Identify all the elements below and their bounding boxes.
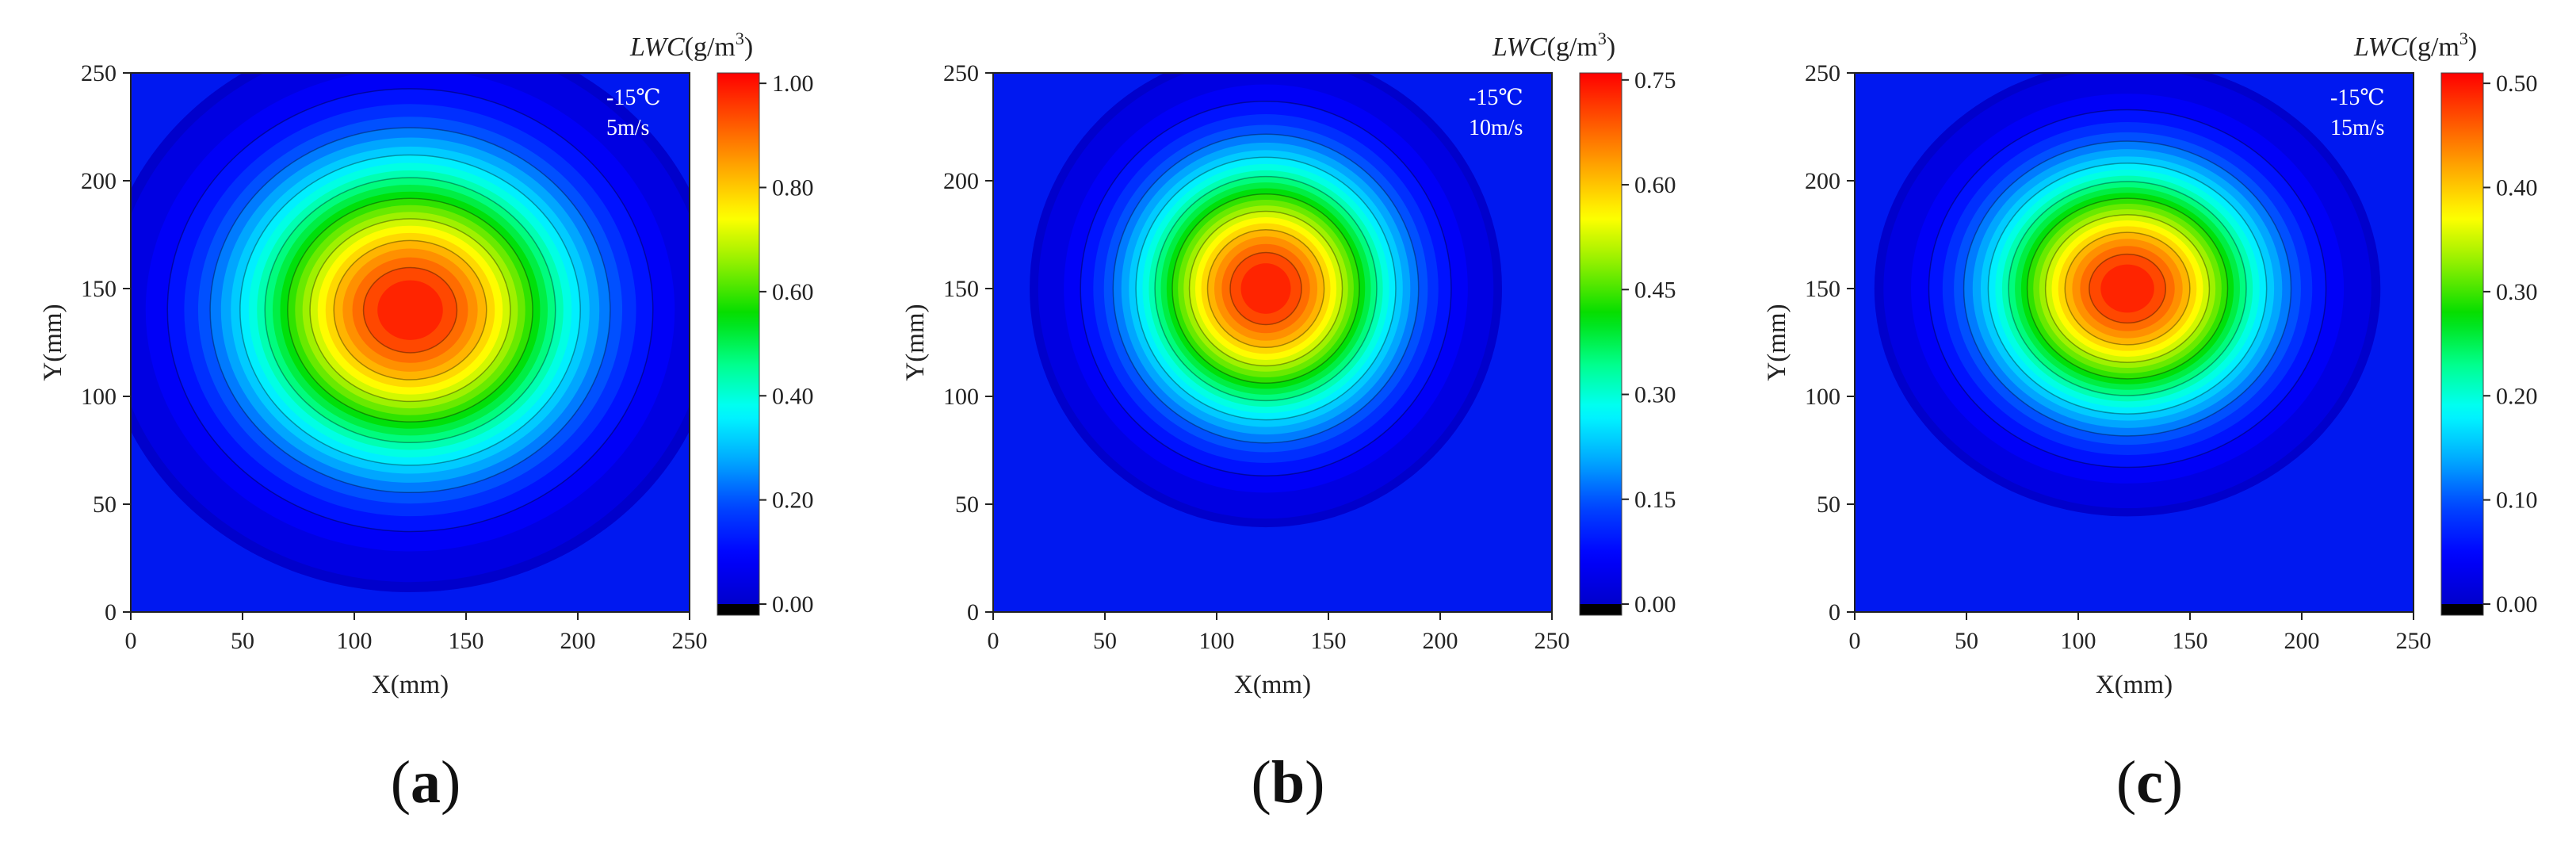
condition-annotation: 10m/s [1469, 116, 1523, 140]
y-tick-label: 50 [955, 492, 979, 518]
y-tick-label: 200 [81, 168, 117, 194]
plot-frame [1854, 72, 2414, 613]
y-tick-label: 100 [1805, 384, 1840, 410]
panel-label: (c) [2116, 749, 2183, 816]
x-tick-label: 100 [2061, 628, 2096, 654]
y-tick-label: 50 [93, 492, 117, 518]
x-tick-label: 100 [337, 628, 373, 654]
colorbar-tick-label: 0.40 [772, 383, 814, 409]
x-tick-label: 0 [125, 628, 137, 654]
x-tick-label: 150 [1311, 628, 1347, 654]
y-axis-label: Y(mm) [901, 304, 930, 381]
panel-b: 0 50 100 150 200 250 0 50 100 150 200 250 X(mm) Y(mm)… [901, 29, 1676, 816]
colorbar-tick-label: 0.60 [772, 279, 814, 305]
condition-annotation: 15m/s [2330, 116, 2384, 140]
panel-label: (a) [391, 749, 461, 816]
colorbar-title: LWC(g/m3) [1492, 29, 1615, 62]
x-tick-label: 200 [2284, 628, 2320, 654]
y-tick-label: 150 [943, 276, 979, 302]
x-tick-label: 0 [1849, 628, 1861, 654]
x-tick-label: 250 [672, 628, 708, 654]
y-tick-label: 100 [943, 384, 979, 410]
contour-field [131, 73, 690, 592]
panel-a: 0 50 100 150 200 250 0 50 100 150 200 250 X(mm) Y(mm)… [39, 29, 814, 816]
x-tick-label: 250 [1535, 628, 1570, 654]
x-tick-label: 100 [1199, 628, 1235, 654]
colorbar-frame [2440, 72, 2484, 616]
y-tick-label: 200 [943, 168, 979, 194]
y-tick-label: 100 [81, 384, 117, 410]
x-axis-label: X(mm) [372, 671, 449, 699]
colorbar-tick-label: 0.40 [2496, 175, 2538, 201]
y-tick-label: 250 [81, 60, 117, 86]
panel-c: 0 50 100 150 200 250 0 50 100 150 200 250 X(mm) Y(mm)… [1763, 29, 2538, 816]
condition-annotation: -15℃ [1469, 86, 1523, 110]
plot-frame [992, 72, 1553, 613]
panel-label: (b) [1252, 749, 1325, 816]
y-tick-label: 200 [1805, 168, 1840, 194]
y-tick-label: 150 [1805, 276, 1840, 302]
x-tick-label: 250 [2396, 628, 2432, 654]
condition-annotation: 5m/s [606, 116, 649, 140]
contour-field [1874, 73, 2381, 517]
x-tick-label: 50 [231, 628, 254, 654]
contour-level [1240, 263, 1291, 314]
y-tick-label: 250 [1805, 60, 1840, 86]
colorbar-tick-label: 0.00 [772, 591, 814, 618]
y-tick-label: 0 [105, 599, 117, 625]
contour-level [2100, 264, 2154, 313]
colorbar-tick-label: 0.00 [1634, 591, 1676, 618]
colorbar-frame [1579, 72, 1622, 616]
colorbar [717, 73, 759, 604]
y-tick-label: 0 [1829, 599, 1840, 625]
colorbar-tick-label: 0.30 [2496, 279, 2538, 305]
y-tick-label: 50 [1817, 492, 1840, 518]
contour-field [1030, 73, 1502, 528]
colorbar-tick-label: 0.75 [1634, 67, 1676, 94]
y-tick-label: 250 [943, 60, 979, 86]
colorbar-tick-label: 0.10 [2496, 488, 2538, 514]
x-tick-label: 50 [1955, 628, 1978, 654]
x-axis-label: X(mm) [2096, 671, 2173, 699]
colorbar-tick-label: 1.00 [772, 71, 814, 97]
colorbar-underflow [1580, 604, 1622, 615]
x-tick-label: 200 [1423, 628, 1458, 654]
colorbar-title: LWC(g/m3) [629, 29, 753, 62]
colorbar [1580, 73, 1622, 604]
colorbar-tick-label: 0.15 [1634, 487, 1676, 513]
colorbar-tick-label: 0.30 [1634, 382, 1676, 408]
x-tick-label: 0 [988, 628, 999, 654]
x-tick-label: 50 [1093, 628, 1117, 654]
condition-annotation: -15℃ [2330, 86, 2385, 110]
colorbar [2441, 73, 2483, 604]
y-axis-label: Y(mm) [39, 304, 67, 381]
colorbar-tick-label: 0.45 [1634, 277, 1676, 303]
x-axis-label: X(mm) [1234, 671, 1311, 699]
x-tick-label: 150 [2173, 628, 2208, 654]
y-tick-label: 150 [81, 276, 117, 302]
plot-frame [130, 72, 690, 613]
colorbar-tick-label: 0.20 [772, 488, 814, 514]
colorbar-underflow [717, 604, 759, 615]
colorbar-tick-label: 0.20 [2496, 383, 2538, 409]
colorbar-title: LWC(g/m3) [2353, 29, 2477, 62]
x-tick-label: 200 [560, 628, 596, 654]
x-tick-label: 150 [449, 628, 484, 654]
contour-level [377, 280, 443, 340]
colorbar-tick-label: 0.00 [2496, 591, 2538, 618]
colorbar-underflow [2441, 604, 2483, 615]
colorbar-tick-label: 0.80 [772, 175, 814, 201]
y-axis-label: Y(mm) [1763, 304, 1791, 381]
colorbar-tick-label: 0.50 [2496, 71, 2538, 97]
condition-annotation: -15℃ [606, 86, 661, 110]
colorbar-frame [717, 72, 760, 616]
y-tick-label: 0 [967, 599, 979, 625]
colorbar-tick-label: 0.60 [1634, 172, 1676, 198]
